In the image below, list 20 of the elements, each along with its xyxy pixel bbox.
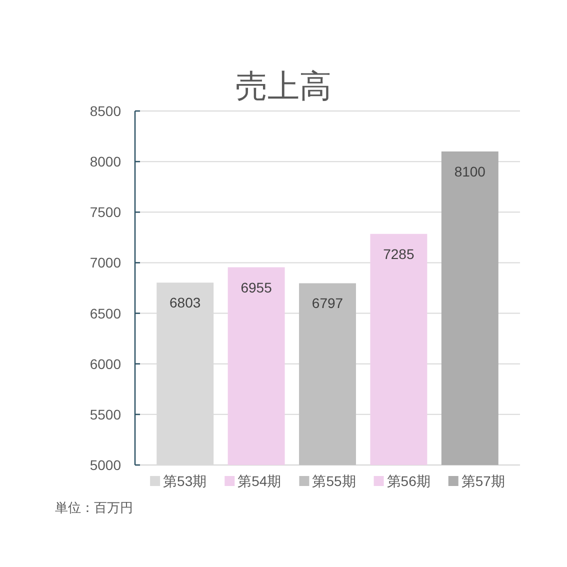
data-label: 8100	[454, 163, 486, 180]
y-tick-label: 5000	[90, 457, 121, 473]
data-label: 6955	[240, 279, 272, 296]
y-tick-label: 7500	[90, 204, 121, 220]
legend-label: 第54期	[238, 473, 282, 489]
legend-label: 第56期	[386, 473, 430, 489]
legend-label: 第57期	[461, 473, 505, 489]
annotation: 単位：百万円	[55, 500, 133, 515]
data-label: 6797	[312, 295, 344, 312]
y-tick-label: 8000	[90, 154, 121, 170]
data-label: 6803	[170, 294, 201, 311]
y-tick-label: 6500	[90, 305, 121, 322]
chart-title: 売上高	[236, 68, 332, 104]
y-tick-label: 7000	[90, 254, 121, 271]
legend-label: 第53期	[163, 473, 207, 489]
y-tick-label: 8500	[90, 103, 121, 119]
legend-label: 第55期	[312, 473, 356, 489]
y-tick-label: 6000	[90, 356, 121, 372]
data-label: 7285	[383, 246, 414, 262]
y-tick-label: 5500	[90, 406, 121, 422]
